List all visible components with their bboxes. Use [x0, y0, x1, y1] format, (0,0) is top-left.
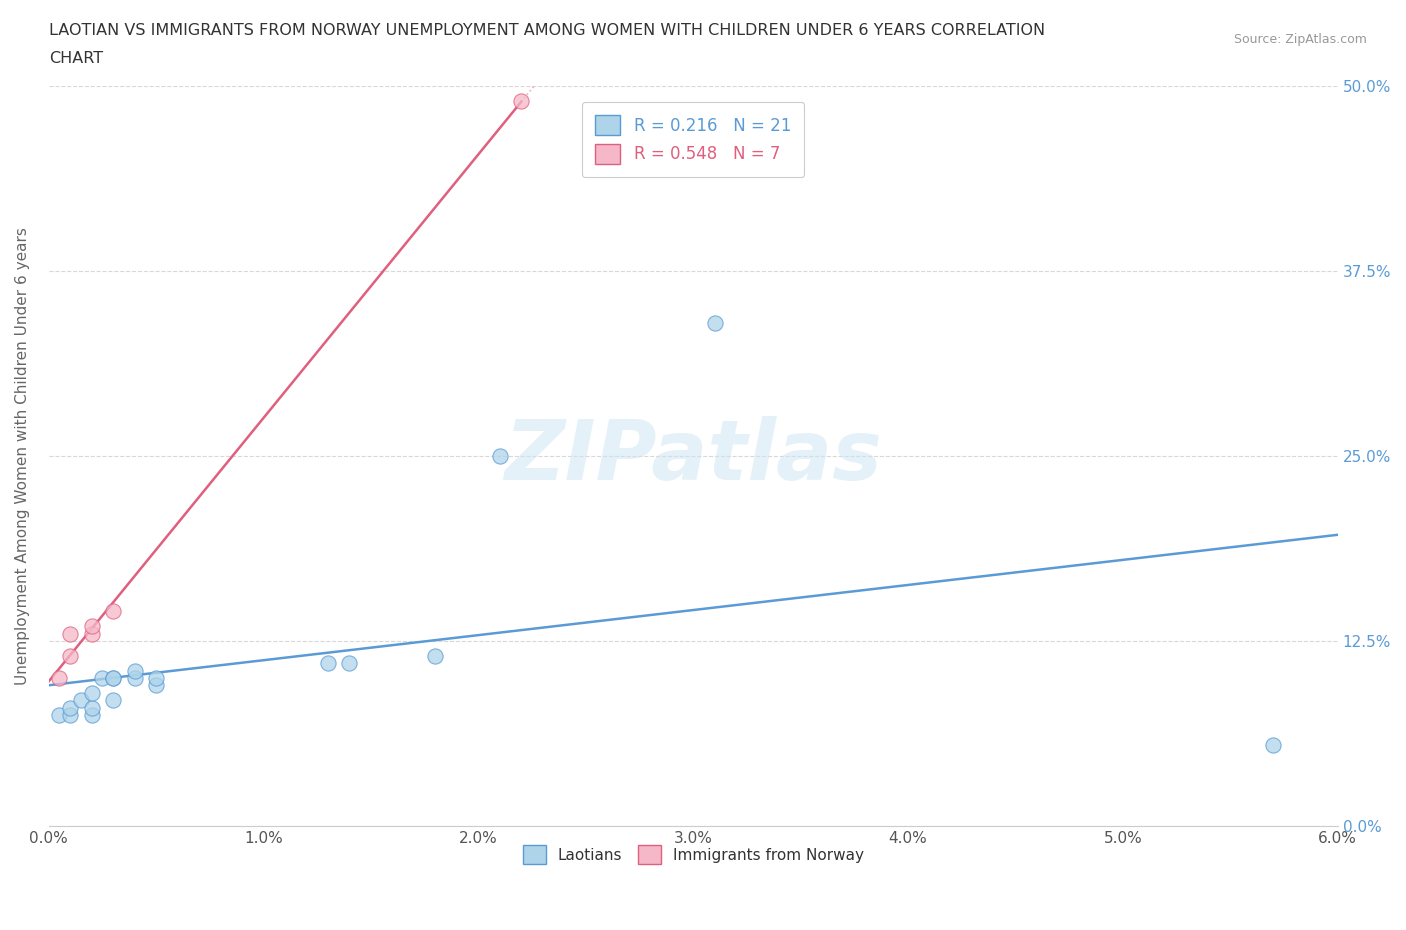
Text: LAOTIAN VS IMMIGRANTS FROM NORWAY UNEMPLOYMENT AMONG WOMEN WITH CHILDREN UNDER 6: LAOTIAN VS IMMIGRANTS FROM NORWAY UNEMPL…	[49, 23, 1045, 38]
Point	[703, 315, 725, 330]
Legend: Laotians, Immigrants from Norway: Laotians, Immigrants from Norway	[516, 839, 870, 870]
Point	[103, 671, 125, 685]
Point	[103, 693, 125, 708]
Point	[1263, 737, 1285, 752]
Point	[145, 671, 167, 685]
Point	[59, 648, 82, 663]
Point	[70, 693, 93, 708]
Text: Source: ZipAtlas.com: Source: ZipAtlas.com	[1233, 33, 1367, 46]
Point	[339, 656, 361, 671]
Point	[59, 700, 82, 715]
Point	[103, 671, 125, 685]
Point	[80, 700, 103, 715]
Point	[48, 708, 70, 723]
Point	[80, 618, 103, 633]
Point	[145, 678, 167, 693]
Point	[80, 708, 103, 723]
Point	[59, 626, 82, 641]
Point	[91, 671, 114, 685]
Point	[48, 671, 70, 685]
Point	[80, 685, 103, 700]
Point	[489, 448, 512, 463]
Text: CHART: CHART	[49, 51, 103, 66]
Point	[124, 663, 146, 678]
Point	[59, 708, 82, 723]
Point	[80, 626, 103, 641]
Text: ZIPatlas: ZIPatlas	[505, 416, 882, 497]
Point	[425, 648, 447, 663]
Point	[510, 93, 533, 108]
Y-axis label: Unemployment Among Women with Children Under 6 years: Unemployment Among Women with Children U…	[15, 227, 30, 685]
Point	[124, 671, 146, 685]
Point	[316, 656, 339, 671]
Point	[103, 604, 125, 618]
